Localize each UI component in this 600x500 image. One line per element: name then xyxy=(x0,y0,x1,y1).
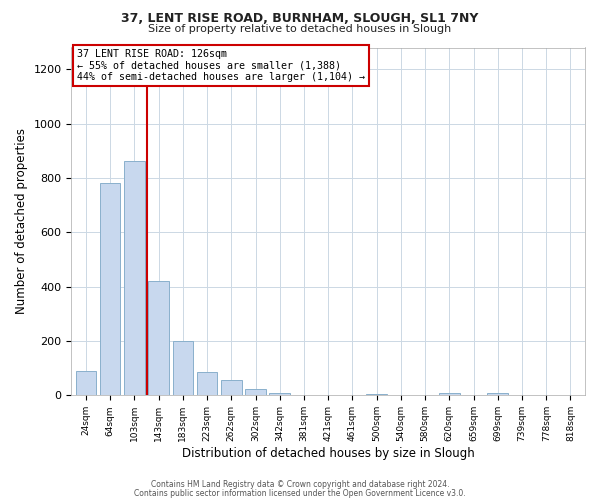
Bar xyxy=(148,281,169,396)
Bar xyxy=(367,394,387,396)
Bar xyxy=(221,380,242,396)
Bar xyxy=(487,393,508,396)
Bar xyxy=(76,371,96,396)
Bar xyxy=(293,395,314,396)
Text: 37, LENT RISE ROAD, BURNHAM, SLOUGH, SL1 7NY: 37, LENT RISE ROAD, BURNHAM, SLOUGH, SL1… xyxy=(121,12,479,26)
Bar xyxy=(124,161,145,396)
Text: Contains public sector information licensed under the Open Government Licence v3: Contains public sector information licen… xyxy=(134,488,466,498)
Bar xyxy=(269,393,290,396)
Bar xyxy=(245,390,266,396)
Text: Size of property relative to detached houses in Slough: Size of property relative to detached ho… xyxy=(148,24,452,34)
Y-axis label: Number of detached properties: Number of detached properties xyxy=(15,128,28,314)
Bar xyxy=(197,372,217,396)
Bar xyxy=(100,184,121,396)
Bar xyxy=(173,341,193,396)
Text: 37 LENT RISE ROAD: 126sqm
← 55% of detached houses are smaller (1,388)
44% of se: 37 LENT RISE ROAD: 126sqm ← 55% of detac… xyxy=(77,49,365,82)
Bar xyxy=(439,393,460,396)
X-axis label: Distribution of detached houses by size in Slough: Distribution of detached houses by size … xyxy=(182,447,475,460)
Text: Contains HM Land Registry data © Crown copyright and database right 2024.: Contains HM Land Registry data © Crown c… xyxy=(151,480,449,489)
